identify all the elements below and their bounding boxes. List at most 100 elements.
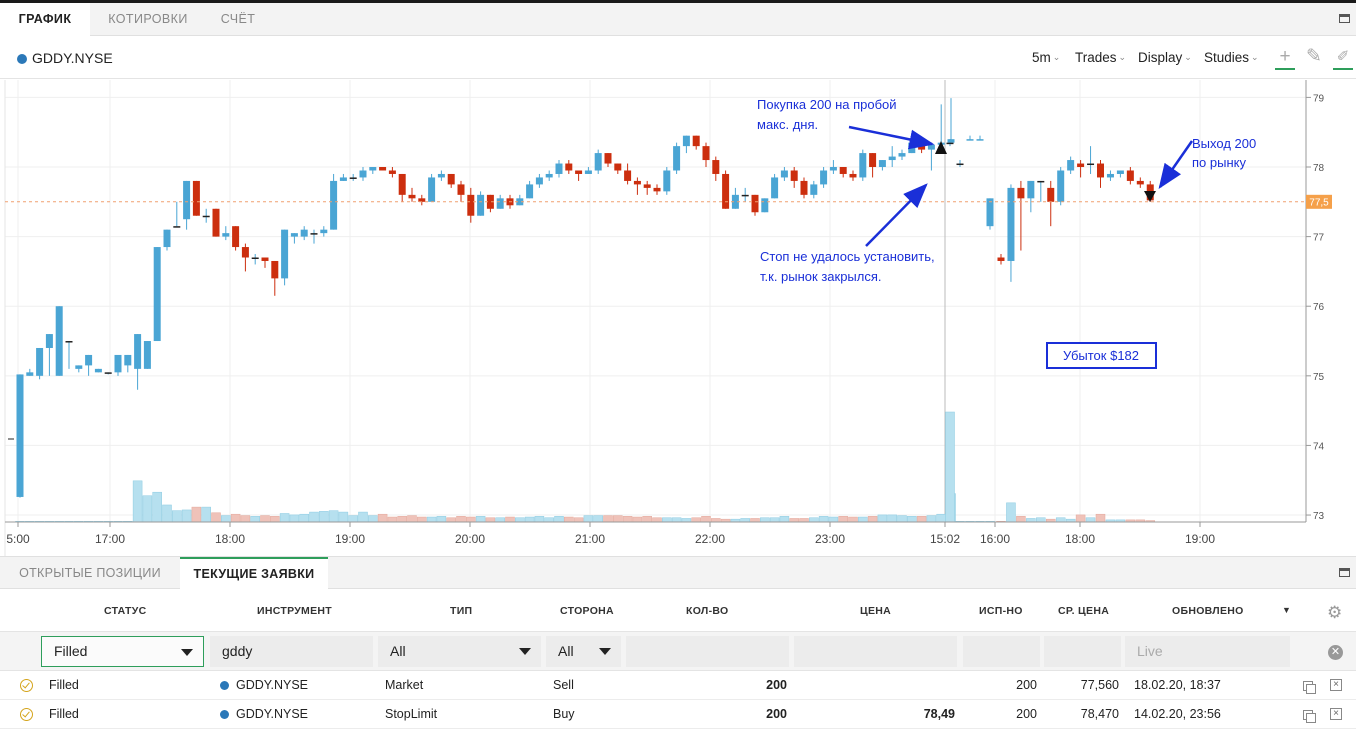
volume-bar — [789, 518, 799, 523]
col-updated[interactable]: ОБНОВЛЕНО — [1172, 605, 1244, 617]
col-side[interactable]: СТОРОНА — [560, 605, 614, 617]
volume-bar — [534, 516, 545, 523]
volume-bar — [671, 517, 682, 523]
col-filled[interactable]: ИСП-НО — [979, 605, 1023, 617]
candle-body — [1097, 163, 1104, 178]
tab-account[interactable]: СЧЁТ — [220, 12, 256, 26]
volume-bar — [211, 512, 221, 523]
side-filter-select[interactable]: All — [546, 636, 621, 667]
pencil-icon[interactable]: ✎ — [1306, 46, 1322, 67]
volume-bar — [564, 516, 574, 523]
trades-dropdown[interactable]: Trades ⌄ — [1075, 50, 1126, 65]
candle-body — [966, 139, 974, 141]
updated-filter-input[interactable]: Live — [1125, 636, 1290, 667]
instrument-filter-input[interactable]: gddy — [210, 636, 373, 667]
volume-bar — [387, 516, 398, 523]
candlesticks — [16, 98, 1154, 498]
row-qty: 200 — [766, 678, 787, 692]
volume-bar — [417, 516, 427, 523]
row-instrument[interactable]: GDDY.NYSE — [236, 707, 309, 721]
candle-body — [379, 167, 387, 171]
price-chart[interactable]: 79 78 77 76 75 74 73 5:00 17:00 18:00 19:00 20:00 2… — [0, 80, 1356, 556]
type-filter-select[interactable]: All — [378, 636, 541, 667]
candle-body — [496, 198, 504, 209]
candle-body — [202, 215, 210, 218]
tab-chart[interactable]: ГРАФИК — [0, 3, 90, 36]
candle-body — [908, 142, 916, 154]
avg-price-filter-input[interactable] — [1044, 636, 1121, 667]
candle-body — [761, 198, 769, 213]
close-icon[interactable]: × — [1330, 679, 1342, 691]
candle-body — [1037, 180, 1045, 183]
candle-body — [859, 153, 867, 178]
trades-label: Trades — [1075, 50, 1117, 65]
copy-icon[interactable] — [1303, 710, 1316, 723]
candle-body — [682, 135, 690, 147]
candle-body — [16, 374, 24, 497]
clear-filters-icon[interactable]: ✕ — [1328, 645, 1343, 660]
col-instrument[interactable]: ИНСТРУМЕНТ — [257, 605, 333, 617]
candle-body — [467, 194, 475, 216]
display-dropdown[interactable]: Display ⌄ — [1138, 50, 1192, 65]
maximize-icon[interactable] — [1339, 568, 1350, 577]
candle-body — [134, 334, 142, 369]
maximize-icon[interactable] — [1339, 14, 1350, 23]
row-side: Sell — [553, 678, 574, 692]
eraser-icon[interactable]: ✐ — [1333, 46, 1353, 70]
volume-bar — [309, 511, 319, 523]
volume-bar — [338, 511, 349, 523]
sort-desc-icon[interactable]: ▼ — [1282, 605, 1291, 615]
close-icon[interactable]: × — [1330, 708, 1342, 720]
candle-body — [839, 167, 847, 174]
chevron-down-icon: ⌄ — [1052, 52, 1061, 62]
candle-body — [359, 170, 367, 178]
tab-quotes[interactable]: КОТИРОВКИ — [108, 12, 188, 26]
volume-bar — [221, 515, 231, 523]
volume-bar — [544, 517, 554, 523]
candle-body — [75, 365, 83, 369]
x-axis-ticks: 5:00 17:00 18:00 19:00 20:00 21:00 22:00 23:00 1… — [6, 522, 1215, 546]
candle-body — [633, 180, 641, 185]
window-top-border — [0, 0, 1356, 3]
col-type[interactable]: ТИП — [450, 605, 473, 617]
x-tick-label: 23:00 — [815, 532, 845, 546]
y-tick-label: 79 — [1313, 93, 1325, 104]
candle-body — [94, 368, 102, 373]
volume-bar — [848, 516, 858, 523]
candle-body — [986, 198, 994, 227]
x-tick-label: 18:00 — [1065, 532, 1095, 546]
candle-body — [702, 146, 710, 161]
filled-filter-input[interactable] — [963, 636, 1040, 667]
tab-current-orders[interactable]: ТЕКУЩИЕ ЗАЯВКИ — [180, 557, 328, 590]
y-tick-label: 75 — [1313, 372, 1325, 383]
tab-open-positions[interactable]: ОТКРЫТЫЕ ПОЗИЦИИ — [19, 566, 161, 580]
candle-body — [192, 180, 200, 216]
candle-body — [584, 170, 592, 174]
candle-body — [1077, 163, 1085, 168]
type-filter-value: All — [390, 643, 406, 659]
volume-bar — [701, 516, 711, 523]
col-avg-price[interactable]: СР. ЦЕНА — [1058, 605, 1110, 617]
qty-filter-input[interactable] — [626, 636, 789, 667]
studies-dropdown[interactable]: Studies ⌄ — [1204, 50, 1259, 65]
gear-icon[interactable]: ⚙ — [1327, 603, 1343, 622]
col-qty[interactable]: КОЛ-ВО — [686, 605, 729, 617]
candle-body — [956, 163, 964, 166]
col-status[interactable]: СТАТУС — [104, 605, 147, 617]
price-filter-input[interactable] — [794, 636, 957, 667]
candle-body — [771, 177, 779, 199]
table-row[interactable]: Filled GDDY.NYSE Market Sell 200 200 77,… — [0, 671, 1356, 700]
crosshair-icon[interactable]: + — [1275, 46, 1295, 70]
candle-body — [300, 229, 308, 237]
volume-bar — [191, 506, 202, 523]
status-filter-select[interactable]: Filled — [41, 636, 204, 667]
row-instrument[interactable]: GDDY.NYSE — [236, 678, 309, 692]
col-price[interactable]: ЦЕНА — [860, 605, 892, 617]
interval-dropdown[interactable]: 5m ⌄ — [1032, 50, 1060, 65]
copy-icon[interactable] — [1303, 681, 1316, 694]
symbol-name[interactable]: GDDY.NYSE — [32, 50, 113, 66]
row-type: Market — [385, 678, 424, 692]
table-row[interactable]: Filled GDDY.NYSE StopLimit Buy 200 78,49… — [0, 700, 1356, 729]
candle-body — [1116, 170, 1124, 174]
instrument-dot-icon — [220, 710, 229, 719]
